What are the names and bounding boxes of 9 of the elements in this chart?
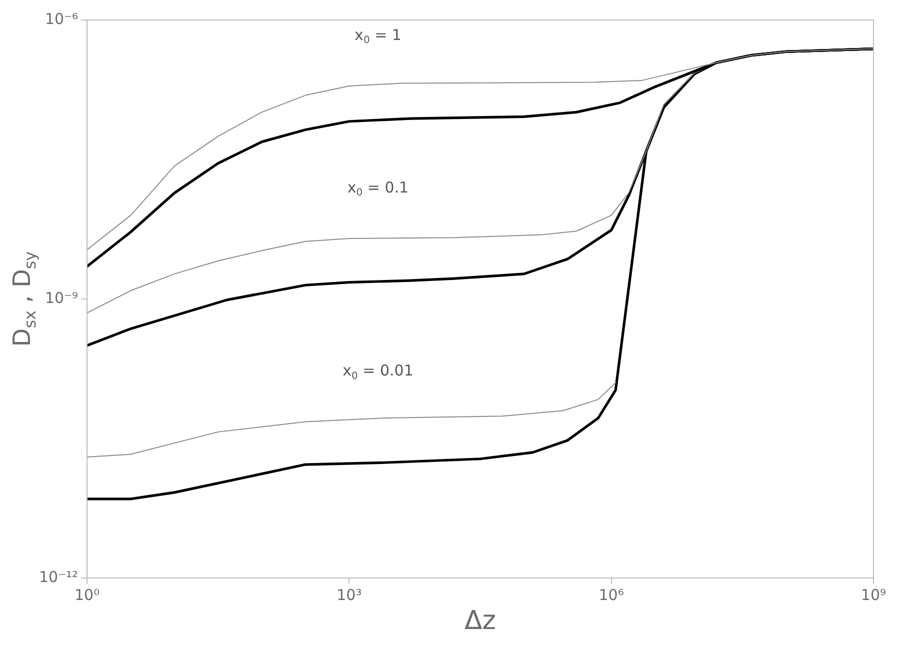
x-tick-label: 10⁹ [860,586,886,604]
x-tick-label: 10⁰ [74,586,100,604]
x-tick-label: 10⁶ [598,586,624,604]
x-tick-label: 10³ [336,586,362,604]
y-tick-label: 10⁻⁹ [45,288,78,307]
y-tick-label: 10⁻⁶ [45,10,78,28]
y-tick-label: 10⁻¹² [39,568,78,586]
x-axis-title: Δz [464,606,496,636]
y-axis-title: Dsx , Dsy [8,251,40,347]
